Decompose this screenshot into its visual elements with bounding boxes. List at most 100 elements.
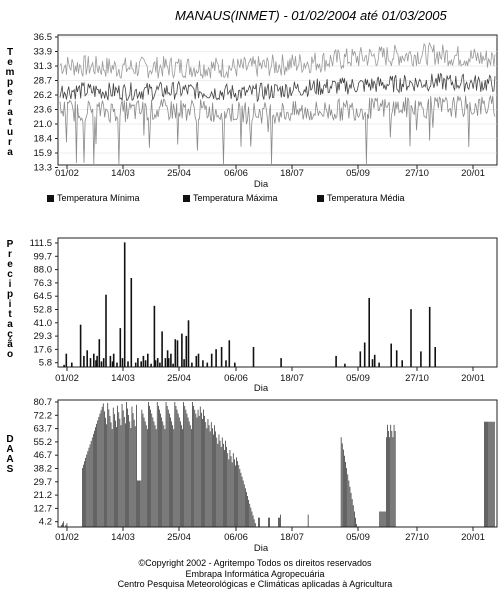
precipitation-bar (167, 358, 170, 367)
daas-bar (196, 417, 198, 527)
daas-bar (174, 402, 176, 527)
daas-bar (207, 419, 209, 527)
daas-bar (148, 402, 149, 527)
daas-bar (380, 511, 382, 527)
axis-label-char: t (8, 117, 12, 128)
y-tick-label: 46.7 (34, 450, 53, 461)
daas-bar (239, 468, 241, 527)
precipitation-bar (63, 364, 65, 367)
daas-bar (118, 412, 120, 527)
axis-label-char: e (7, 259, 13, 270)
x-tick-label: 25/04 (167, 168, 191, 179)
daas-bar (253, 519, 255, 527)
precipitation-bar (378, 362, 380, 367)
daas-bar (89, 444, 91, 527)
x-tick-label: 20/01 (461, 532, 485, 543)
daas-bar (172, 425, 173, 527)
daas-bar (343, 449, 344, 527)
precipitation-bar (100, 361, 103, 367)
x-tick-label: 05/09 (346, 168, 370, 179)
axis-label-char: A (6, 454, 14, 465)
y-tick-label: 12.7 (34, 503, 53, 514)
y-tick-label: 38.2 (34, 464, 53, 475)
daas-bar (390, 424, 392, 527)
daas-bar (391, 431, 393, 527)
axis-label-char: r (8, 97, 12, 108)
plot-frame (57, 34, 498, 166)
x-tick-label: 06/06 (224, 168, 248, 179)
x-tick-label: 18/07 (280, 168, 304, 179)
daas-bar (83, 464, 84, 527)
x-tick-label: 14/03 (111, 168, 135, 179)
footer-line-1: ©Copyright 2002 - Agritempo Todos os dir… (138, 558, 372, 568)
precipitation-bar (280, 358, 282, 367)
precipitation-bar (368, 298, 370, 367)
daas-bar (493, 421, 495, 527)
temperature-series-line (59, 41, 496, 80)
daas-bar (132, 413, 134, 527)
precipitation-bar (164, 358, 167, 367)
daas-bar (249, 503, 251, 527)
precipitation-bar (428, 306, 431, 367)
daas-bar (97, 420, 99, 527)
precipitation-bar (363, 342, 366, 367)
daas-bar (139, 480, 140, 527)
daas-bar (112, 407, 114, 527)
precipitation-bar (390, 343, 392, 367)
axis-label-char: e (7, 57, 13, 68)
daas-bar (491, 421, 493, 527)
daas-bar (279, 517, 280, 527)
precipitation-bar (176, 340, 179, 367)
axis-label-char: D (6, 434, 14, 445)
precipitation-bar (252, 347, 255, 367)
precipitation-bar (215, 349, 217, 367)
precipitation-bar (401, 360, 403, 367)
daas-bar (341, 443, 343, 527)
daas-bar (182, 429, 183, 527)
precipitation-bar (434, 347, 436, 367)
x-tick-label: 25/04 (167, 373, 191, 384)
precipitation-bar (142, 355, 145, 367)
precipitation-bar (123, 242, 126, 367)
daas-bar (278, 517, 279, 527)
daas-bar (254, 523, 256, 527)
daas-bar (128, 415, 129, 527)
precipitation-bar (191, 362, 193, 367)
daas-bar (99, 413, 101, 527)
x-tick-label: 14/03 (111, 373, 135, 384)
daas-bar (235, 465, 236, 527)
y-tick-label: 28.7 (34, 76, 53, 87)
y-tick-label: 33.9 (34, 47, 53, 58)
legend-maxima: Temperatura Máxima (183, 193, 278, 203)
y-tick-label: 23.6 (34, 105, 53, 116)
daas-bar (104, 411, 105, 527)
daas-bar (164, 429, 166, 527)
daas-bar (166, 405, 168, 527)
x-tick-label: 06/06 (224, 532, 248, 543)
daas-bar (107, 402, 109, 527)
daas-bar (393, 424, 395, 527)
daas-bar (345, 461, 346, 527)
daas-bar (248, 499, 249, 527)
daas-bar (349, 486, 351, 527)
y-tick-label: 18.4 (34, 134, 53, 145)
daas-bar (95, 427, 96, 527)
y-tick-label: 15.9 (34, 148, 53, 159)
axis-label-char: a (7, 107, 13, 118)
daas-bar (192, 402, 193, 527)
precipitation-bar (181, 333, 183, 367)
precipitation-bar (150, 363, 152, 367)
daas-bar (346, 468, 347, 527)
daas-bar (280, 514, 281, 527)
daas-bar (90, 440, 92, 527)
precipitation-bar (159, 362, 161, 367)
daas-bar (347, 474, 349, 527)
y-tick-label: 80.7 (34, 397, 53, 408)
daas-bar (176, 409, 178, 527)
precipitation-bar (170, 353, 172, 367)
daas-bar (204, 415, 205, 527)
daas-bar (147, 429, 148, 527)
precipitation-bar (373, 354, 376, 367)
precipitation-bar (109, 355, 112, 367)
